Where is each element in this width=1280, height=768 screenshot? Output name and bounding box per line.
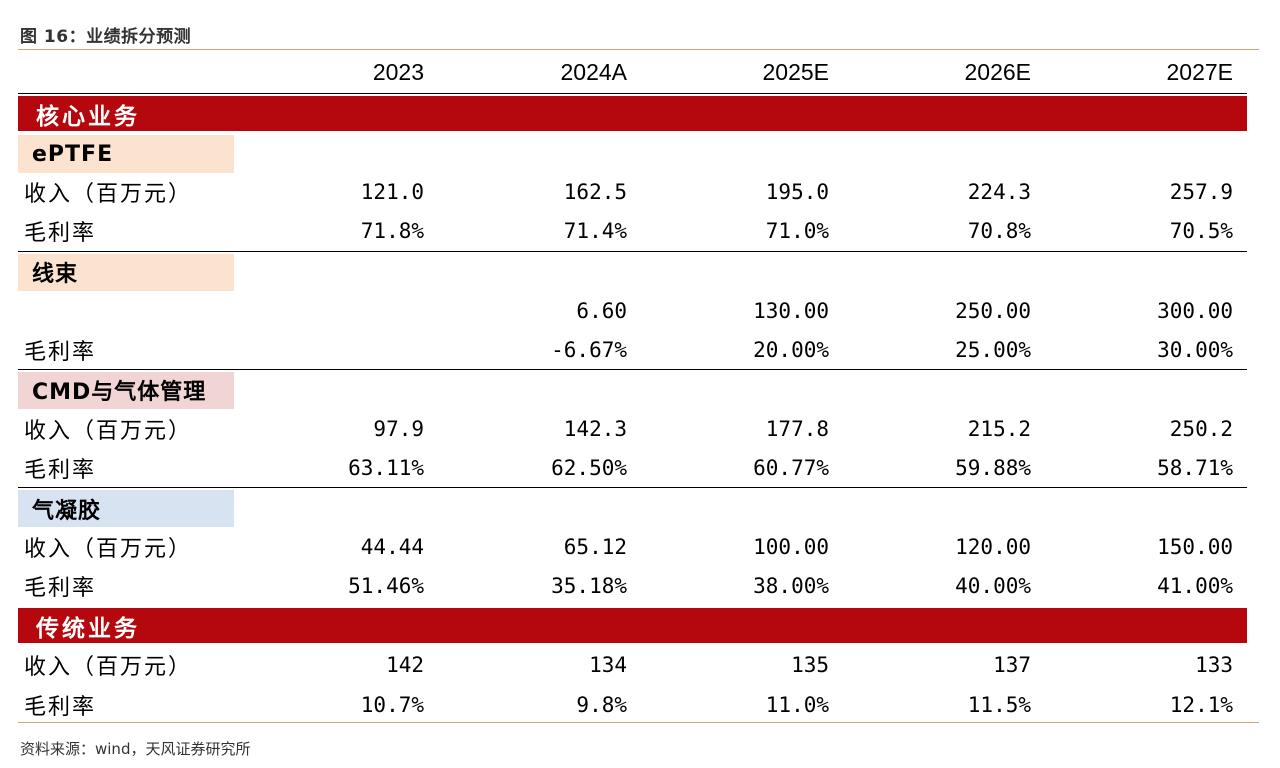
table-cell: 150.00 <box>1157 534 1233 559</box>
table-cell: 142 <box>386 653 424 678</box>
table-cell: 63.11% <box>348 455 424 480</box>
table-cell: 100.00 <box>753 534 829 559</box>
subhead-harness: 线束 <box>18 253 234 291</box>
row-label: 毛利率 <box>24 221 97 247</box>
table-cell: 10.7% <box>360 692 424 717</box>
subhead-eptfe: ePTFE <box>18 135 234 173</box>
table-cell: 41.00% <box>1157 574 1233 599</box>
table-cell: 120.00 <box>955 534 1031 559</box>
top-rule <box>18 49 1259 50</box>
col-header-2026e: 2026E <box>964 59 1031 85</box>
bottom-rule <box>18 722 1259 723</box>
section-label-legacy: 传统业务 <box>36 614 140 642</box>
section-label-core: 核心业务 <box>36 102 140 130</box>
table-cell: 71.0% <box>765 219 829 244</box>
table-cell: 58.71% <box>1157 455 1233 480</box>
table-cell: 40.00% <box>955 574 1031 599</box>
table-cell: 12.1% <box>1169 692 1233 717</box>
table-cell: 30.00% <box>1157 337 1233 362</box>
table-cell: 97.9 <box>373 416 424 441</box>
table-cell: 142.3 <box>563 416 627 441</box>
table-row-legacy-margin: 毛利率 10.7% 9.8% 11.0% 11.5% 12.1% <box>18 685 1247 724</box>
table-row-eptfe-revenue: 收入（百万元） 121.0 162.5 195.0 224.3 257.9 <box>18 173 1247 212</box>
table-cell: 215.2 <box>967 416 1031 441</box>
row-label: 毛利率 <box>24 694 97 720</box>
table-cell: 6.60 <box>576 298 627 323</box>
table-cell: 137 <box>993 653 1031 678</box>
subhead-aerogel: 气凝胶 <box>18 489 234 528</box>
table-cell: 38.00% <box>753 574 829 599</box>
table-cell: 224.3 <box>967 180 1031 205</box>
table-cell: 121.0 <box>360 180 424 205</box>
subhead-row-aerogel: 气凝胶 <box>18 488 1247 528</box>
table-row-cmd-revenue: 收入（百万元） 97.9 142.3 177.8 215.2 250.2 <box>18 409 1247 448</box>
table-cell: 70.8% <box>967 219 1031 244</box>
row-label: 毛利率 <box>24 457 97 483</box>
table-cell: 177.8 <box>765 416 829 441</box>
subhead-row-eptfe: ePTFE <box>18 133 1247 173</box>
section-row-core: 核心业务 <box>18 94 1247 133</box>
table-row-eptfe-margin: 毛利率 71.8% 71.4% 71.0% 70.8% 70.5% <box>18 212 1247 252</box>
table-cell: 70.5% <box>1169 219 1233 244</box>
table-cell: 71.4% <box>563 219 627 244</box>
subhead-row-harness: 线束 <box>18 252 1247 291</box>
forecast-table: 2023 2024A 2025E 2026E 2027E 核心业务 ePTFE … <box>18 52 1247 724</box>
section-bar <box>18 608 1247 644</box>
table-row-cmd-margin: 毛利率 63.11% 62.50% 60.77% 59.88% 58.71% <box>18 449 1247 488</box>
table-header-row: 2023 2024A 2025E 2026E 2027E <box>18 52 1247 94</box>
table-cell: 62.50% <box>551 455 627 480</box>
section-bar <box>18 96 1247 132</box>
source-note: 资料来源：wind，天风证券研究所 <box>20 740 251 758</box>
row-label: 收入（百万元） <box>24 536 193 562</box>
table-row-harness-revenue: 6.60 130.00 250.00 300.00 <box>18 291 1247 330</box>
table-cell: 300.00 <box>1157 298 1233 323</box>
table-cell: 20.00% <box>753 337 829 362</box>
table-cell: 130.00 <box>753 298 829 323</box>
table-cell: 44.44 <box>360 534 424 559</box>
table-cell: 133 <box>1195 653 1233 678</box>
table-cell: 250.2 <box>1169 416 1233 441</box>
row-label: 收入（百万元） <box>24 182 193 208</box>
table-cell: 25.00% <box>955 337 1031 362</box>
table-cell: 71.8% <box>360 219 424 244</box>
table-cell: -6.67% <box>551 337 627 362</box>
table-cell: 11.5% <box>967 692 1031 717</box>
table-cell: 65.12 <box>563 534 627 559</box>
subhead-cmd: CMD与气体管理 <box>18 371 234 410</box>
row-label: 毛利率 <box>24 576 97 602</box>
table-cell: 135 <box>791 653 829 678</box>
col-header-2024a: 2024A <box>560 59 627 85</box>
row-label: 收入（百万元） <box>24 418 193 444</box>
table-cell: 257.9 <box>1169 180 1233 205</box>
table-row-aerogel-margin: 毛利率 51.46% 35.18% 38.00% 40.00% 41.00% <box>18 567 1247 606</box>
table-cell: 9.8% <box>576 692 627 717</box>
table-cell: 134 <box>589 653 627 678</box>
table-cell: 60.77% <box>753 455 829 480</box>
col-header-2023: 2023 <box>372 59 424 85</box>
table-row-legacy-revenue: 收入（百万元） 142 134 135 137 133 <box>18 645 1247 684</box>
table-cell: 35.18% <box>551 574 627 599</box>
table-row-aerogel-revenue: 收入（百万元） 44.44 65.12 100.00 120.00 150.00 <box>18 527 1247 566</box>
table-cell: 162.5 <box>563 180 627 205</box>
table-row-harness-margin: 毛利率 -6.67% 20.00% 25.00% 30.00% <box>18 330 1247 370</box>
subhead-row-cmd: CMD与气体管理 <box>18 370 1247 410</box>
col-header-2027e: 2027E <box>1166 59 1233 85</box>
row-label: 收入（百万元） <box>24 655 193 681</box>
section-row-legacy: 传统业务 <box>18 606 1247 645</box>
table-cell: 250.00 <box>955 298 1031 323</box>
table-cell: 11.0% <box>765 692 829 717</box>
col-header-2025e: 2025E <box>762 59 829 85</box>
table-cell: 51.46% <box>348 574 424 599</box>
table-cell: 195.0 <box>765 180 829 205</box>
table-cell: 59.88% <box>955 455 1031 480</box>
figure-title: 图 16：业绩拆分预测 <box>20 27 192 47</box>
row-label: 毛利率 <box>24 339 97 365</box>
